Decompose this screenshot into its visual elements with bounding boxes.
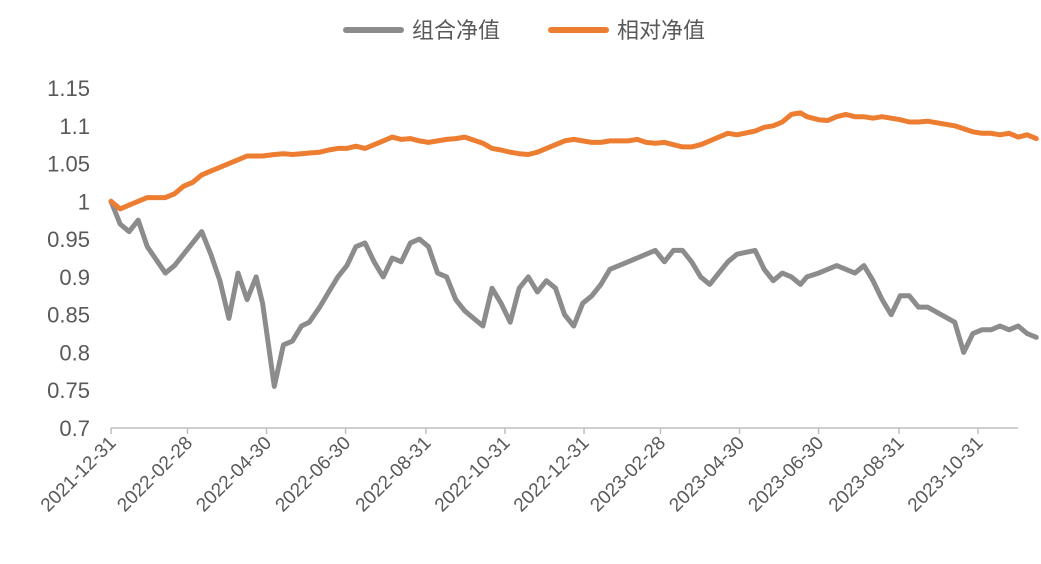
x-tick-label: 2023-02-28 <box>586 433 670 517</box>
y-tick-label: 0.95 <box>47 227 90 252</box>
axes: 0.7 0.75 0.8 0.85 0.9 0.95 1 1.05 1.1 1.15 2021-12… <box>37 76 1018 516</box>
y-tick-label: 1.15 <box>47 76 90 101</box>
legend-label-relative: 相对净值 <box>617 18 705 43</box>
x-tick-label: 2023-08-31 <box>825 433 909 517</box>
x-tick-label: 2022-12-31 <box>510 433 594 517</box>
y-tick-label: 0.8 <box>59 340 90 365</box>
x-tick-label: 2022-04-30 <box>192 433 276 517</box>
y-tick-label: 0.7 <box>59 416 90 441</box>
x-tick-label: 2023-04-30 <box>665 433 749 517</box>
series-line-relative <box>108 110 1039 212</box>
y-tick-label: 0.75 <box>47 378 90 403</box>
legend-label-portfolio: 组合净值 <box>412 18 500 43</box>
x-tick-label: 2023-06-30 <box>745 433 829 517</box>
series-line-portfolio <box>108 198 1039 389</box>
y-tick-label: 1.1 <box>59 114 90 139</box>
x-tick-label: 2022-02-28 <box>113 433 197 517</box>
y-tick-label: 0.85 <box>47 303 90 328</box>
y-tick-label: 0.9 <box>59 265 90 290</box>
x-tick-label: 2021-12-31 <box>37 433 121 517</box>
legend-item-relative: 相对净值 <box>548 18 705 43</box>
series-layer <box>108 110 1039 389</box>
legend: 组合净值 相对净值 <box>343 18 705 43</box>
x-tick-label: 2022-06-30 <box>272 433 356 517</box>
legend-item-portfolio: 组合净值 <box>343 18 500 43</box>
x-tick-label: 2022-10-31 <box>431 433 515 517</box>
y-tick-label: 1 <box>78 189 90 214</box>
y-tick-label: 1.05 <box>47 152 90 177</box>
x-tick-label: 2023-10-31 <box>904 433 988 517</box>
x-tick-label: 2022-08-31 <box>352 433 436 517</box>
